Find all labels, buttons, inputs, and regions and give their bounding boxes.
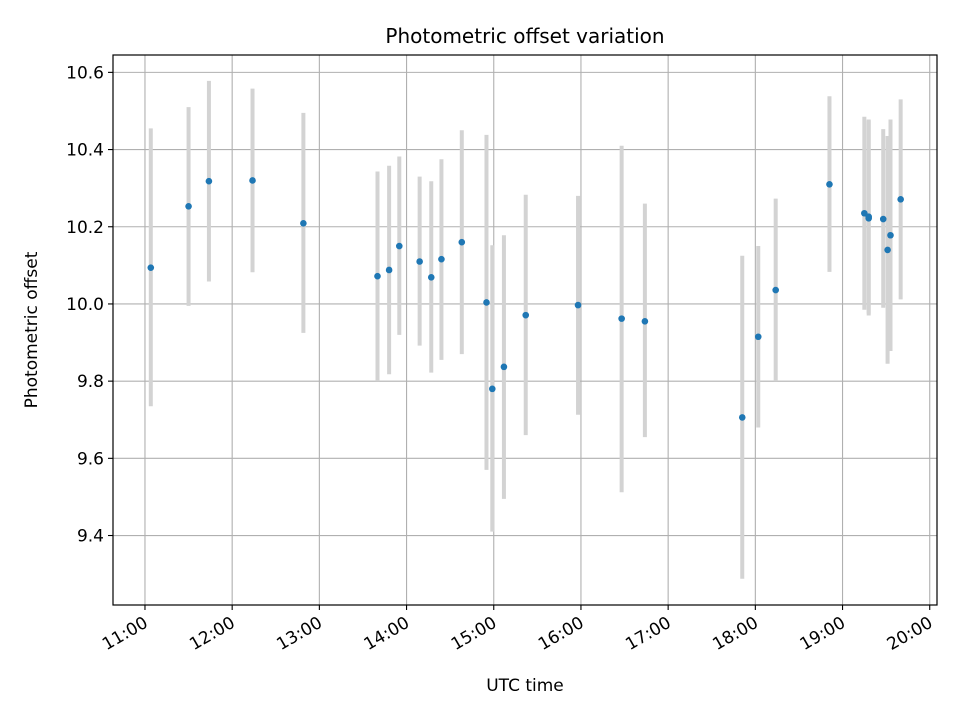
y-tick-label: 10.6 (66, 63, 104, 83)
data-point (385, 266, 393, 274)
data-point (249, 177, 256, 184)
data-point (427, 274, 435, 281)
data-points (147, 177, 904, 421)
y-tick-label: 10.4 (66, 141, 104, 161)
data-point (522, 311, 530, 319)
data-point (879, 215, 887, 223)
y-axis-label: Photometric offset (22, 251, 42, 408)
data-point (754, 333, 762, 341)
y-tick-label: 10.0 (66, 295, 104, 315)
y-tick-label: 9.8 (77, 372, 104, 392)
chart-title: Photometric offset variation (385, 24, 664, 48)
data-point (205, 177, 213, 185)
data-point (374, 272, 381, 280)
data-point (865, 213, 872, 221)
data-point (416, 258, 423, 265)
data-point (500, 363, 508, 371)
data-point (618, 315, 625, 322)
data-point (826, 180, 833, 188)
data-point (884, 246, 891, 254)
x-axis-label: UTC time (486, 676, 564, 696)
y-tick-label: 10.2 (66, 218, 104, 238)
y-tick-label: 9.4 (77, 527, 104, 547)
data-point (458, 238, 466, 246)
y-tick-label: 9.6 (77, 449, 104, 469)
data-point (738, 414, 746, 421)
data-point (483, 299, 490, 306)
data-point (887, 231, 894, 239)
plot-frame (112, 54, 938, 606)
data-point (147, 264, 155, 271)
data-point (489, 385, 496, 393)
data-point (300, 219, 307, 227)
data-point (185, 202, 192, 210)
y-axis-ticks: 9.4 9.6 9.8 10.0 10.2 10.4 10.6 (66, 63, 113, 547)
data-point (641, 318, 649, 325)
data-point (772, 286, 779, 294)
data-point (574, 301, 582, 309)
data-point (395, 242, 403, 250)
data-point (438, 255, 445, 263)
data-point (897, 196, 904, 203)
